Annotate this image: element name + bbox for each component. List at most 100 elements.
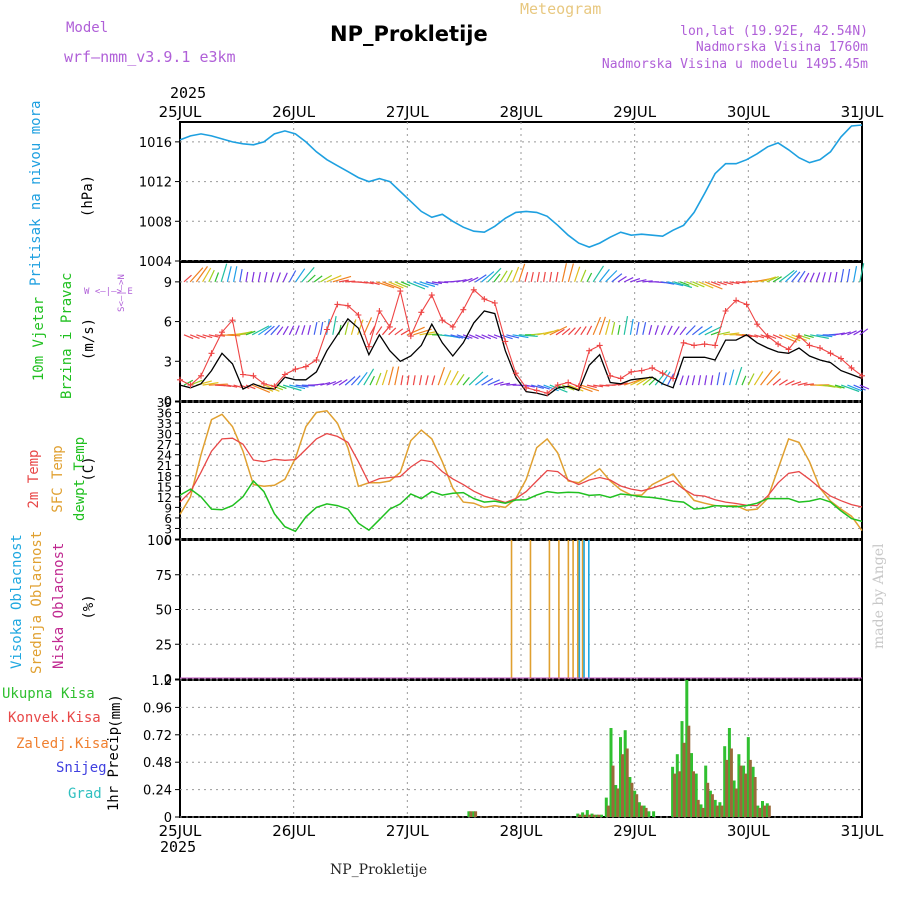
wind-gust-marker bbox=[407, 333, 414, 340]
wind-arrow bbox=[481, 271, 495, 283]
wind-arrow bbox=[574, 266, 581, 283]
wind-gust-marker bbox=[785, 346, 792, 353]
wind-gust-marker bbox=[670, 375, 677, 382]
wind-arrow bbox=[561, 328, 571, 336]
wind-arrow bbox=[350, 375, 361, 386]
precip-bar bbox=[746, 737, 750, 817]
watermark: made by Angel bbox=[871, 543, 887, 650]
wind-arrow bbox=[853, 265, 858, 282]
pressure-unit: (hPa) bbox=[80, 174, 96, 218]
panel-frame-2 bbox=[179, 401, 863, 540]
wind-arrow bbox=[723, 332, 740, 336]
wind-gust-marker bbox=[313, 357, 320, 363]
ytick-label: 0 bbox=[164, 673, 172, 688]
wind-arrow bbox=[251, 384, 271, 393]
wind-arrow bbox=[251, 325, 270, 336]
precip-bar bbox=[616, 788, 620, 817]
wind-arrow bbox=[791, 381, 802, 386]
precip-bar bbox=[710, 794, 714, 817]
pressure-series bbox=[179, 124, 863, 248]
wind-arrow bbox=[462, 377, 470, 386]
precip-bar bbox=[639, 805, 643, 817]
wind-arrow bbox=[741, 375, 747, 386]
wind-arrow bbox=[791, 271, 801, 283]
wind-gust-marker bbox=[733, 297, 740, 304]
precip-bar bbox=[723, 746, 727, 817]
wind-arrow bbox=[772, 378, 782, 386]
wind-arrow bbox=[859, 263, 865, 282]
wind-gust-marker bbox=[512, 370, 519, 377]
wind-arrow bbox=[543, 271, 546, 282]
wind-gust-marker bbox=[628, 368, 635, 375]
wind-arrow bbox=[617, 324, 621, 335]
ytick-label: 0 bbox=[164, 811, 172, 826]
precip-bar bbox=[690, 753, 693, 817]
wind-arrow bbox=[363, 317, 373, 336]
model-name: wrf–nmm_v3.9.1 e3km bbox=[64, 48, 236, 66]
wind-arrow bbox=[747, 373, 755, 386]
wind-gust-marker bbox=[418, 309, 425, 316]
footer-station-name: NP_Prokletije bbox=[330, 862, 428, 878]
wind-arrow bbox=[592, 265, 605, 283]
xtick-label-bottom: 29JUL bbox=[613, 822, 656, 840]
precip-bar bbox=[742, 765, 746, 817]
precip-bar bbox=[609, 728, 613, 817]
wind-arrow bbox=[624, 378, 643, 386]
wind-arrow bbox=[785, 380, 795, 386]
wind-arrow bbox=[815, 272, 821, 283]
ytick-label: 3 bbox=[164, 522, 172, 536]
wind-arrow bbox=[617, 275, 627, 283]
wind-arrow bbox=[847, 384, 863, 392]
ytick-label: 0.24 bbox=[143, 784, 172, 799]
wind-arrow bbox=[307, 324, 311, 335]
wind-arrow bbox=[704, 281, 723, 290]
legend-total-rain: Ukupna Kisa bbox=[2, 686, 95, 702]
wind-arrow bbox=[692, 326, 703, 336]
wind-arrow bbox=[276, 272, 281, 283]
wind-gust-marker bbox=[449, 323, 456, 330]
wind-arrow bbox=[847, 330, 857, 336]
precip-bar bbox=[694, 773, 698, 817]
wind-arrow bbox=[214, 272, 220, 283]
wind-arrow bbox=[357, 371, 368, 386]
precip-bar bbox=[592, 814, 596, 817]
wind-arrow bbox=[797, 334, 811, 340]
xtick-label-top: 31JUL bbox=[841, 103, 884, 121]
wind-arrow bbox=[202, 267, 212, 283]
wind-arrow bbox=[245, 384, 256, 390]
wind-arrow bbox=[605, 319, 611, 335]
wind-arrow bbox=[642, 321, 647, 335]
wind-arrow bbox=[828, 384, 842, 389]
wind-arrow bbox=[189, 267, 204, 283]
wind-gust-marker bbox=[376, 308, 383, 314]
wind-gust-marker bbox=[271, 383, 278, 390]
wind-arrow bbox=[636, 279, 647, 283]
wind-arrow bbox=[220, 263, 228, 283]
wind-arrow bbox=[816, 334, 833, 338]
wind-arrow bbox=[456, 334, 470, 340]
wind-gust-marker bbox=[838, 355, 844, 362]
wind-arrow bbox=[859, 328, 869, 336]
wind-gust-marker bbox=[198, 372, 204, 379]
wind-arrow bbox=[345, 280, 356, 283]
wind-arrow bbox=[580, 269, 587, 283]
wind-gust-marker bbox=[323, 326, 330, 333]
precip-bar bbox=[706, 782, 710, 818]
precip-bar bbox=[704, 765, 708, 817]
wind-arrow bbox=[344, 322, 349, 335]
wind-gust-marker bbox=[617, 375, 624, 382]
ytick-label: 3 bbox=[164, 355, 172, 370]
ytick-label: 1008 bbox=[139, 215, 172, 230]
wind-arrow bbox=[537, 384, 550, 390]
wind-arrow bbox=[382, 281, 401, 290]
xtick-label-top: 28JUL bbox=[500, 103, 543, 121]
wind-arrow bbox=[623, 315, 629, 335]
precip-bar bbox=[756, 805, 760, 817]
wind-arrow bbox=[685, 281, 699, 288]
wind-arrow bbox=[320, 274, 332, 283]
precip-bar bbox=[614, 785, 618, 817]
wind-arrow bbox=[685, 375, 690, 386]
year-top: 2025 bbox=[170, 84, 207, 102]
wind-arrow bbox=[778, 379, 788, 386]
precip-ylabel: 1hr Precip bbox=[106, 726, 122, 812]
